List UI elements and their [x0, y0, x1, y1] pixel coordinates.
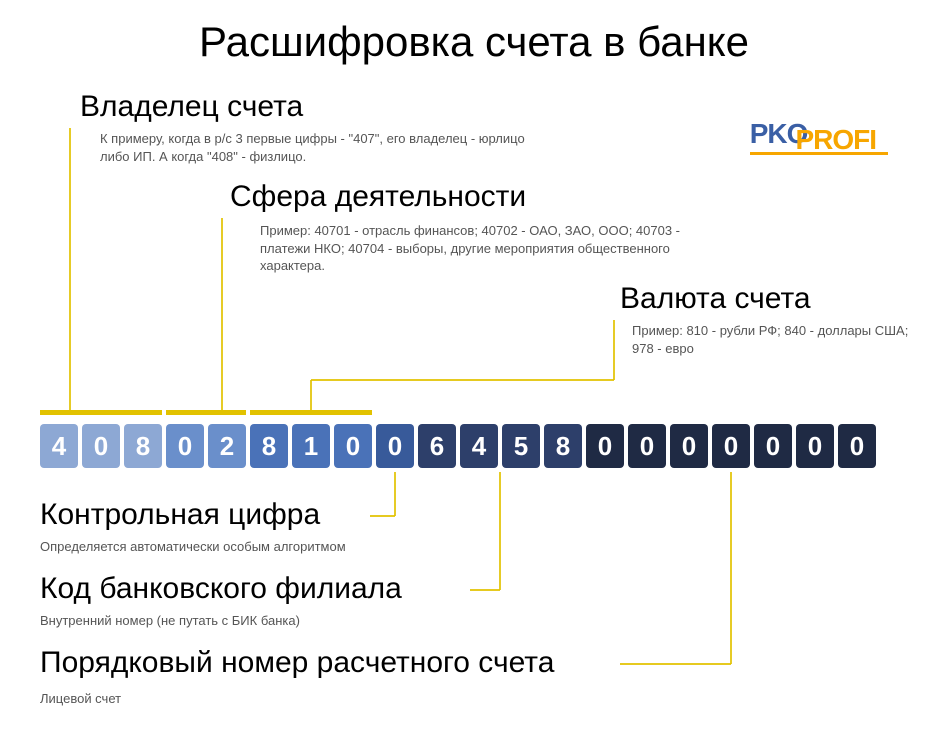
owner-desc: К примеру, когда в р/с 3 первые цифры - … [100, 130, 530, 165]
branch-desc: Внутренний номер (не путать с БИК банка) [40, 612, 300, 630]
digit: 8 [544, 424, 582, 468]
digit: 5 [502, 424, 540, 468]
owner-heading: Владелец счета [80, 90, 303, 124]
digit: 0 [712, 424, 750, 468]
digit: 0 [166, 424, 204, 468]
digit: 0 [628, 424, 666, 468]
branch-heading: Код банковского филиала [40, 572, 402, 606]
digit: 8 [250, 424, 288, 468]
digit: 0 [670, 424, 708, 468]
digit: 4 [460, 424, 498, 468]
currency-heading: Валюта счета [620, 282, 811, 316]
digit: 0 [796, 424, 834, 468]
activity-desc: Пример: 40701 - отрасль финансов; 40702 … [260, 222, 730, 275]
serial-desc: Лицевой счет [40, 690, 121, 708]
currency-desc: Пример: 810 - рубли РФ; 840 - доллары СШ… [632, 322, 912, 357]
serial-heading: Порядковый номер расчетного счета [40, 646, 554, 680]
digit: 0 [754, 424, 792, 468]
page-title: Расшифровка счета в банке [0, 18, 948, 66]
digit: 0 [838, 424, 876, 468]
control-heading: Контрольная цифра [40, 498, 320, 532]
digit: 2 [208, 424, 246, 468]
account-digit-row: 40802810064580000000 [40, 424, 876, 468]
digit: 4 [40, 424, 78, 468]
digit: 1 [292, 424, 330, 468]
digit: 0 [586, 424, 624, 468]
control-desc: Определяется автоматически особым алгори… [40, 538, 346, 556]
digit: 8 [124, 424, 162, 468]
digit: 0 [334, 424, 372, 468]
logo: PKOPROFI [750, 120, 888, 155]
logo-part2: PROFI [795, 124, 876, 155]
digit: 0 [82, 424, 120, 468]
digit: 6 [418, 424, 456, 468]
digit: 0 [376, 424, 414, 468]
activity-heading: Сфера деятельности [230, 180, 526, 214]
